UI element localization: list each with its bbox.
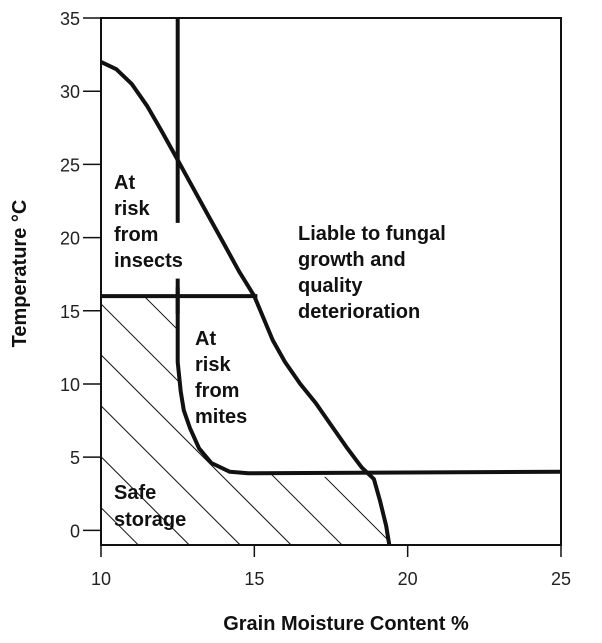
x-tick-label: 25: [551, 569, 571, 589]
y-axis-title: Temperature °C: [9, 200, 31, 348]
region-label-line: storage: [114, 509, 186, 531]
region-label-line: Liable to fungal: [298, 223, 446, 245]
mites-region-label: At risk from mites: [195, 328, 247, 428]
region-label-line: from: [114, 224, 158, 246]
region-label-line: growth and: [298, 249, 406, 271]
x-axis-title: Grain Moisture Content %: [223, 613, 469, 635]
region-label-line: risk: [114, 198, 150, 220]
x-tick-label: 15: [244, 569, 264, 589]
region-label-line: deterioration: [298, 301, 420, 323]
y-tick-label: 10: [60, 375, 80, 395]
y-axis-ticks: 0 5 10 15 20 25 30 35: [60, 9, 101, 541]
plot-frame: [100, 17, 562, 546]
region-labels: At risk from insects Liable to fungal growth…: [114, 172, 446, 531]
fungal-region-label: Liable to fungal growth and quality deterio…: [298, 223, 446, 323]
y-tick-label: 15: [60, 302, 80, 322]
region-label-line: Safe: [114, 482, 156, 504]
mite-boundary-curve: [175, 287, 562, 476]
region-label-line: quality: [298, 275, 363, 297]
region-label-line: insects: [114, 250, 183, 272]
region-label-line: At: [114, 172, 135, 194]
insects-region-label: At risk from insects: [114, 172, 183, 272]
x-tick-label: 10: [91, 569, 111, 589]
region-label-line: from: [195, 380, 239, 402]
y-tick-label: 0: [70, 521, 80, 541]
y-tick-label: 25: [60, 155, 80, 175]
x-tick-label: 20: [398, 569, 418, 589]
region-label-line: At: [195, 328, 216, 350]
y-tick-label: 20: [60, 229, 80, 249]
y-tick-label: 30: [60, 82, 80, 102]
y-tick-label: 35: [60, 9, 80, 29]
region-label-line: mites: [195, 406, 247, 428]
x-axis-ticks: 10 15 20 25: [91, 545, 571, 589]
region-label-line: risk: [195, 354, 231, 376]
y-tick-label: 5: [70, 448, 80, 468]
safe-storage-label: Safe storage: [114, 482, 186, 531]
